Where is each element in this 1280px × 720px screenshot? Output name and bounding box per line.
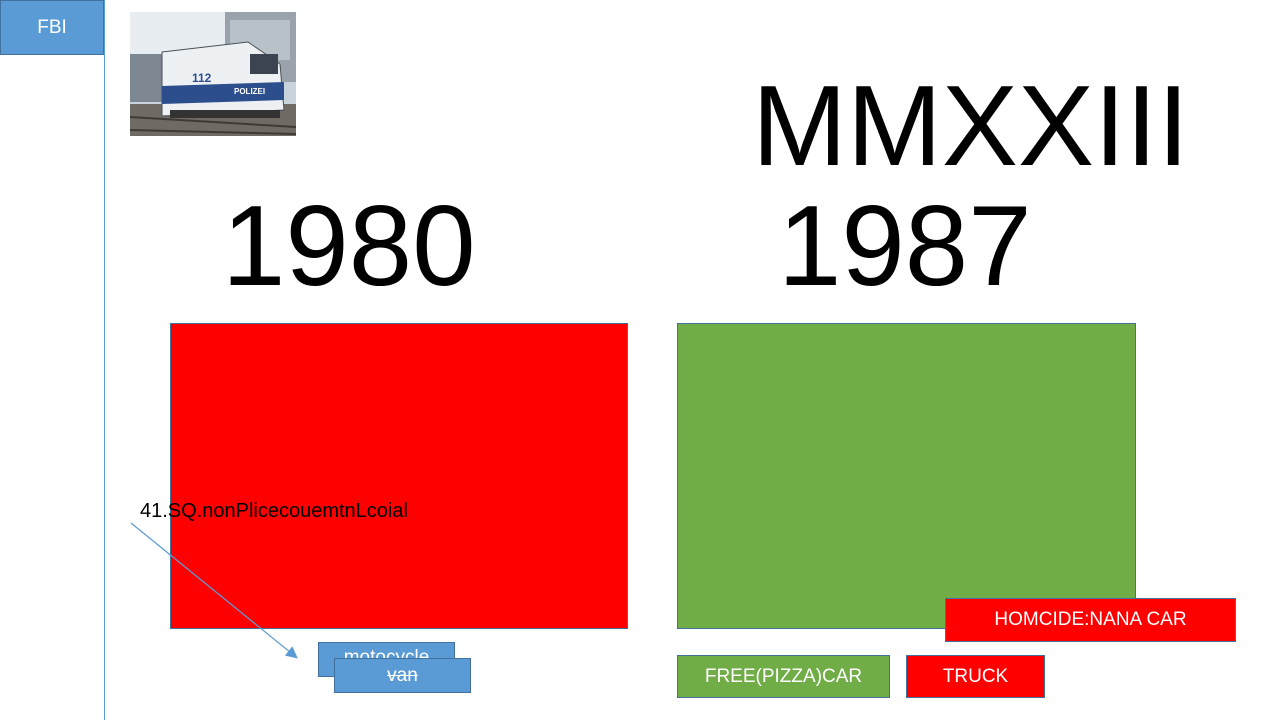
free-pizza-car-label: FREE(PIZZA)CAR [704, 665, 863, 687]
year-right-heading: 1987 [778, 183, 1032, 310]
police-train-image: POLIZEI 112 [130, 12, 296, 136]
train-badge-text: POLIZEI [234, 87, 265, 96]
green-panel [677, 323, 1136, 629]
van-label: van [387, 664, 418, 686]
year-left-heading: 1980 [222, 183, 476, 310]
homicide-button[interactable]: HOMCIDE:NANA CAR [945, 598, 1236, 642]
truck-label: TRUCK [942, 665, 1009, 687]
fbi-button[interactable]: FBI [0, 0, 104, 55]
truck-button[interactable]: TRUCK [906, 655, 1045, 698]
fbi-label: FBI [37, 16, 67, 38]
free-pizza-car-button[interactable]: FREE(PIZZA)CAR [677, 655, 890, 698]
red-panel [170, 323, 628, 629]
van-button[interactable]: van [334, 658, 471, 693]
vertical-divider [104, 0, 105, 720]
train-number-text: 112 [192, 71, 212, 85]
homicide-label: HOMCIDE:NANA CAR [994, 609, 1187, 630]
annotation-label: 41.SQ.nonPlicecouemtnLcoial [140, 500, 408, 522]
roman-numeral-heading: MMXXIII [752, 63, 1190, 190]
